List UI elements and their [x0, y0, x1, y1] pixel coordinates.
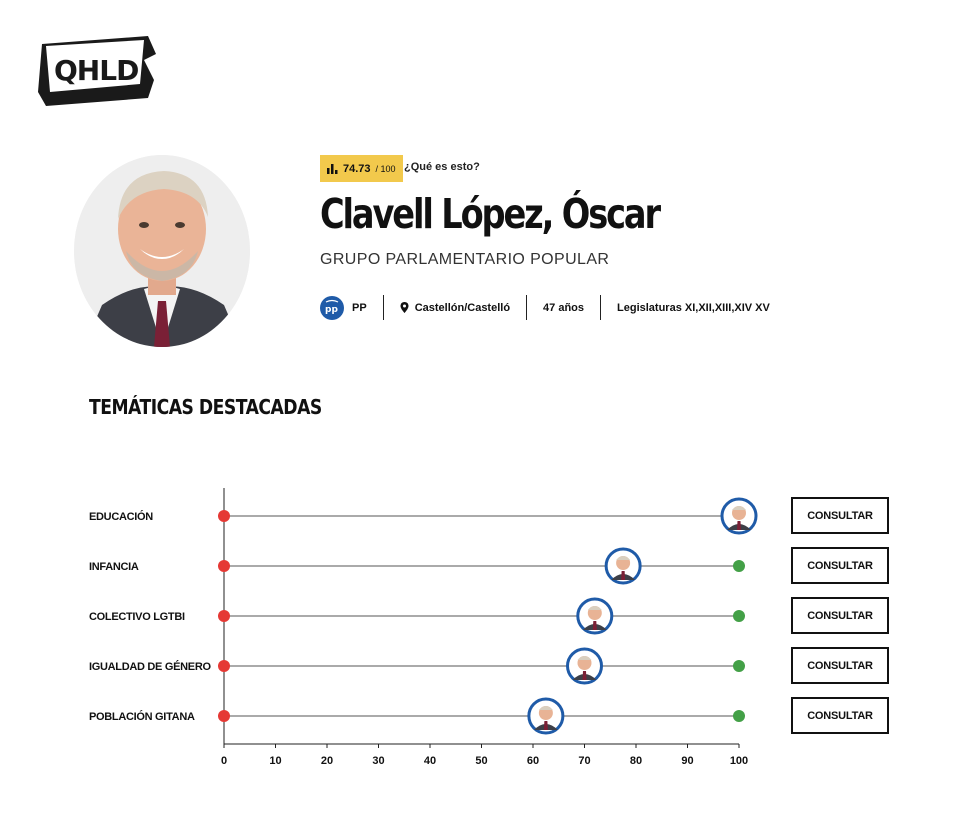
- x-tick-label: 100: [730, 755, 748, 767]
- range-min-dot: [218, 660, 230, 672]
- location-text: Castellón/Castelló: [414, 301, 511, 314]
- party-name: PP: [352, 301, 367, 314]
- range-min-dot: [218, 560, 230, 572]
- deputy-meta: pp PP Castellón/Castelló 47 años Legisla…: [320, 294, 770, 321]
- legislatures-text: Legislaturas XI,XII,XIII,XIV XV: [617, 301, 770, 314]
- score-total: / 100: [375, 163, 396, 174]
- location-info: Castellón/Castelló: [400, 302, 510, 314]
- qhld-logo[interactable]: QHLD: [36, 32, 160, 108]
- x-tick-label: 20: [321, 755, 333, 767]
- logo-text: QHLD: [54, 54, 138, 87]
- meta-divider: [382, 295, 384, 320]
- x-tick-label: 60: [527, 755, 539, 767]
- section-title: TEMÁTICAS DESTACADAS: [89, 395, 322, 419]
- consult-button[interactable]: CONSULTAR: [791, 497, 889, 534]
- x-tick-label: 40: [424, 755, 436, 767]
- category-label: POBLACIÓN GITANA: [89, 710, 195, 723]
- x-tick-label: 90: [681, 755, 693, 767]
- x-tick-label: 30: [372, 755, 384, 767]
- score-help-link[interactable]: ¿Qué es esto?: [404, 161, 480, 173]
- range-min-dot: [218, 610, 230, 622]
- parliamentary-group: GRUPO PARLAMENTARIO POPULAR: [320, 251, 610, 268]
- category-label: IGUALDAD DE GÉNERO: [89, 660, 211, 673]
- range-min-dot: [218, 710, 230, 722]
- x-tick-label: 0: [221, 755, 227, 767]
- category-label: INFANCIA: [89, 561, 139, 573]
- x-tick-label: 10: [269, 755, 281, 767]
- party-info: pp PP: [320, 295, 367, 320]
- category-label: EDUCACIÓN: [89, 510, 153, 523]
- score-value: 74.73: [343, 162, 371, 175]
- category-label: COLECTIVO LGTBI: [89, 611, 185, 623]
- bar-chart-icon: [327, 164, 338, 174]
- x-tick-label: 70: [578, 755, 590, 767]
- range-max-dot: [733, 710, 745, 722]
- deputy-photo: [74, 155, 250, 347]
- x-tick-label: 80: [630, 755, 642, 767]
- range-max-dot: [733, 560, 745, 572]
- consult-button[interactable]: CONSULTAR: [791, 547, 889, 584]
- consult-button[interactable]: CONSULTAR: [791, 647, 889, 684]
- location-pin-icon: [400, 302, 409, 313]
- topics-chart: 0 10 20 30 40 50 60 70 80 90 100 EDUCACIÓN INFANCIA C…: [89, 488, 758, 767]
- deputy-position-marker: [566, 647, 603, 685]
- x-tick-label: 50: [475, 755, 487, 767]
- deputy-position-marker: [576, 597, 614, 635]
- deputy-name: Clavell López, Óscar: [320, 190, 661, 238]
- consult-button[interactable]: CONSULTAR: [791, 697, 889, 734]
- range-max-dot: [733, 660, 745, 672]
- meta-divider: [600, 295, 602, 320]
- pp-party-logo-icon: pp: [320, 295, 344, 320]
- deputy-position-marker: [527, 697, 565, 735]
- range-max-dot: [733, 610, 745, 622]
- range-min-dot: [218, 510, 230, 522]
- deputy-position-marker: [720, 497, 758, 535]
- age-text: 47 años: [543, 301, 585, 314]
- meta-divider: [526, 295, 528, 320]
- svg-text:pp: pp: [325, 305, 338, 315]
- deputy-position-marker: [604, 547, 642, 585]
- consult-button[interactable]: CONSULTAR: [791, 597, 889, 634]
- score-badge[interactable]: 74.73 / 100: [320, 155, 403, 182]
